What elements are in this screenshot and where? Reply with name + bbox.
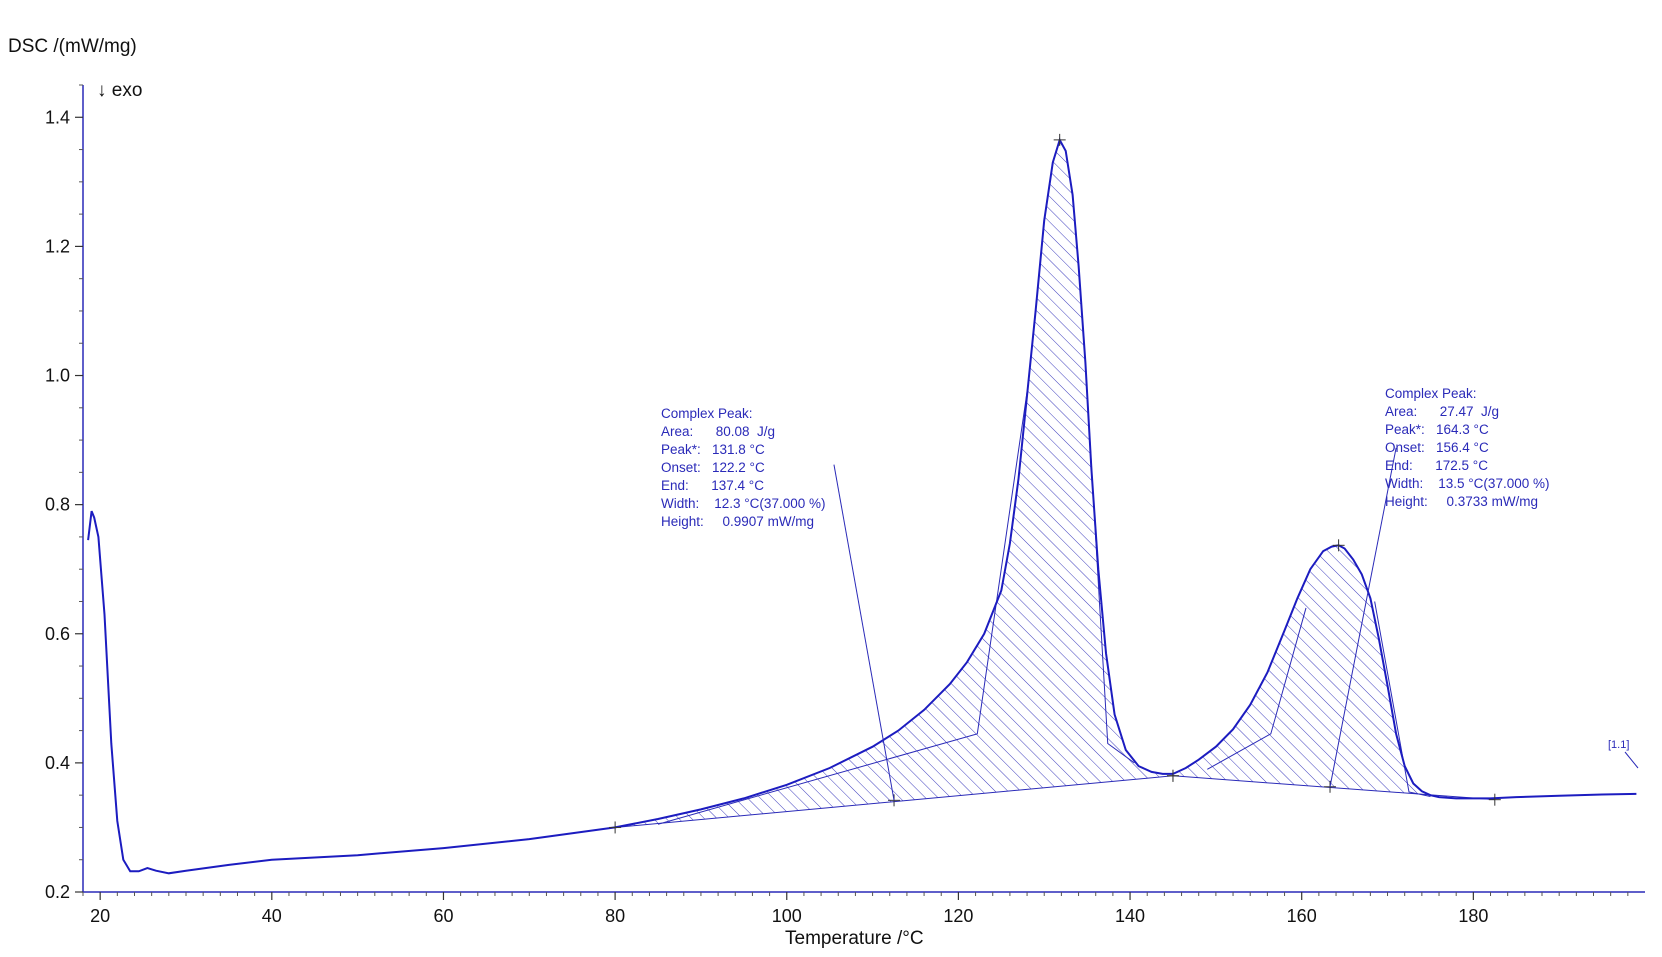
annotation-leader-lines: [833, 447, 1397, 801]
peak-marker-1: [1053, 133, 1066, 146]
peak2-line-1: Complex Peak:: [1385, 386, 1477, 401]
peak-area-2: [1172, 545, 1495, 800]
peak-markers: [609, 133, 1501, 834]
x-ticks: 20 40 60 80 100 120 140 160 180: [82, 892, 1629, 926]
peak2-line-3: Peak*: 164.3 °C: [1385, 422, 1489, 437]
y-tick-label-0.4: 0.4: [45, 753, 70, 773]
peak2-line-7: Height: 0.3733 mW/mg: [1385, 494, 1538, 509]
peak2-line-5: End: 172.5 °C: [1385, 458, 1488, 473]
peak2-line-6: Width: 13.5 °C(37.000 %): [1385, 476, 1549, 491]
segment-label-pointer: [1624, 751, 1639, 769]
x-tick-label-80: 80: [605, 906, 625, 926]
y-ticks: 0.2 0.4 0.6 0.8 1.0 1.2 1.4: [45, 84, 83, 902]
x-tick-label-60: 60: [433, 906, 453, 926]
leader-line-2: [1329, 447, 1397, 787]
peak-annotation-2: Complex Peak: Area: 27.47 J/g Peak*: 164…: [1385, 386, 1549, 509]
peak-annotation-1: Complex Peak: Area: 80.08 J/g Peak*: 131…: [661, 406, 825, 529]
peak-marker-2: [1332, 539, 1345, 552]
peak2-line-2: Area: 27.47 J/g: [1385, 404, 1499, 419]
peak1-line-1: Complex Peak:: [661, 406, 753, 421]
y-tick-label-1.2: 1.2: [45, 236, 70, 256]
peak-baseline-2: [1172, 775, 1495, 801]
y-tick-label-1.4: 1.4: [45, 107, 70, 127]
segment-label: [1.1]: [1608, 739, 1629, 751]
onset-tangent-2: [1207, 607, 1307, 770]
leader-line-1: [833, 464, 895, 801]
x-tick-label-120: 120: [943, 906, 973, 926]
peak1-line-6: Width: 12.3 °C(37.000 %): [661, 496, 825, 511]
peak-hatch-areas: [615, 139, 1495, 828]
y-tick-label-0.2: 0.2: [45, 882, 70, 902]
x-axis-title: Temperature /°C: [785, 928, 924, 949]
exo-direction-label: ↓ exo: [97, 80, 142, 101]
baseline-start-marker-1: [609, 821, 622, 834]
y-tick-label-1: 1.0: [45, 366, 70, 386]
y-axis-title: DSC /(mW/mg): [8, 36, 137, 57]
peak1-line-5: End: 137.4 °C: [661, 478, 764, 493]
x-tick-label-160: 160: [1287, 906, 1317, 926]
end-tangent-2: [1374, 601, 1431, 797]
peak1-line-2: Area: 80.08 J/g: [661, 424, 775, 439]
peak1-line-7: Height: 0.9907 mW/mg: [661, 514, 814, 529]
y-tick-label-0.8: 0.8: [45, 495, 70, 515]
x-tick-label-40: 40: [262, 906, 282, 926]
x-tick-label-140: 140: [1115, 906, 1145, 926]
x-tick-label-100: 100: [772, 906, 802, 926]
dsc-curve: [87, 137, 1637, 875]
baseline-start-marker-2: [1166, 769, 1179, 782]
y-tick-label-0.6: 0.6: [45, 624, 70, 644]
x-tick-label-20: 20: [90, 906, 110, 926]
peak2-line-4: Onset: 156.4 °C: [1385, 440, 1489, 455]
peak1-line-3: Peak*: 131.8 °C: [661, 442, 765, 457]
x-tick-label-180: 180: [1458, 906, 1488, 926]
onset-tangent-1: [657, 391, 1028, 825]
peak1-line-4: Onset: 122.2 °C: [661, 460, 765, 475]
baseline-end-marker-2: [1488, 793, 1501, 806]
peak-area-1: [615, 139, 1173, 828]
